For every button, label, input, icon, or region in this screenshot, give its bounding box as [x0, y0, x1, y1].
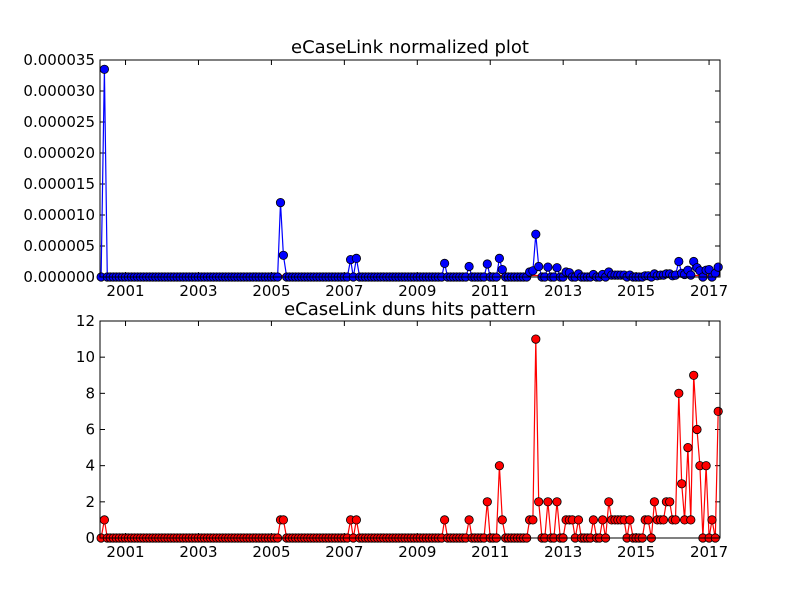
- duns-hits-plot-frame: [99, 320, 721, 539]
- normalized-plot-data-point: [674, 256, 684, 267]
- normalized-plot-data-point: [278, 250, 288, 260]
- duns-hits-plot-data-point: [643, 515, 653, 525]
- duns-hits-plot-x-tick-label: 2001: [106, 543, 144, 561]
- duns-hits-plot-data-point: [677, 479, 687, 489]
- normalized-plot-y-tick-label: 0.000005: [23, 237, 95, 255]
- duns-hits-plot-x-tick-label: 2015: [617, 543, 655, 561]
- duns-hits-plot-data-point: [573, 515, 584, 525]
- duns-hits-plot-data-point: [543, 497, 553, 507]
- normalized-plot-y-tick-label: 0.000025: [23, 113, 95, 131]
- duns-hits-plot-x-tick-label: 2007: [325, 543, 363, 561]
- duns-hits-plot-ticks: 0 2 4 6 8 10 12 2001 2003 2005 2007 2009 2011 2013 201…: [76, 312, 728, 561]
- duns-hits-plot-data-point: [497, 515, 507, 525]
- normalized-plot-data-point: [275, 198, 286, 208]
- normalized-plot-x-tick-label: 2017: [690, 282, 728, 300]
- normalized-plot-y-tick-label: 0.000030: [23, 82, 95, 100]
- duns-hits-plot-data-point: [552, 497, 562, 507]
- duns-hits-plot-data-point: [713, 406, 723, 416]
- duns-hits-plot-data-point: [494, 461, 504, 471]
- normalized-plot-y-tick-label: 0.000000: [23, 268, 95, 286]
- duns-hits-plot-data-point: [674, 388, 684, 398]
- normalized-plot-data-point: [464, 261, 474, 272]
- normalized-plot-data-point: [552, 263, 562, 273]
- duns-hits-plot-y-tick-label: 10: [76, 348, 95, 366]
- normalized-plot-data-point: [543, 262, 553, 272]
- normalized-plot-x-tick-label: 2001: [106, 282, 144, 300]
- normalized-plot-x-tick-label: 2015: [617, 282, 655, 300]
- duns-hits-plot-data-point: [464, 515, 474, 525]
- normalized-plot-data-point: [482, 259, 492, 269]
- normalized-plot-y-tick-label: 0.000010: [23, 206, 95, 224]
- duns-hits-plot-x-tick-label: 2017: [690, 543, 728, 561]
- normalized-plot-data-point: [494, 253, 504, 263]
- duns-hits-plot-data-point: [482, 497, 492, 507]
- normalized-plot-y-tick-label: 0.000020: [23, 144, 95, 162]
- duns-hits-plot-data-point: [531, 334, 541, 344]
- duns-hits-plot-data-point: [278, 515, 288, 525]
- duns-hits-plot-y-tick-label: 8: [85, 384, 95, 402]
- duns-hits-plot-data-point: [597, 515, 608, 525]
- duns-hits-plot-data-point: [649, 497, 660, 507]
- normalized-plot-x-tick-label: 2005: [252, 282, 290, 300]
- duns-hits-plot-data-point: [588, 515, 599, 525]
- normalized-plot-data-point: [534, 261, 544, 272]
- normalized-plot-data-point: [99, 64, 110, 74]
- normalized-plot: eCaseLink normalized plot 0.0000000.0000…: [23, 37, 728, 300]
- duns-hits-plot-data-point: [528, 515, 538, 525]
- normalized-plot-data-point: [686, 270, 696, 280]
- duns-hits-plot-data-point: [604, 497, 614, 507]
- duns-hits-plot-y-tick-label: 4: [85, 457, 95, 475]
- normalized-plot-x-tick-label: 2003: [179, 282, 217, 300]
- normalized-plot-data-point: [531, 229, 541, 239]
- duns-hits-plot-data-point: [99, 515, 110, 525]
- duns-hits-plot-data-point: [658, 515, 669, 525]
- duns-hits-plot-x-tick-label: 2005: [252, 543, 290, 561]
- duns-hits-plot-data-point: [670, 515, 681, 525]
- normalized-plot-data-point: [439, 258, 450, 268]
- duns-hits-plot-data-point: [689, 370, 699, 380]
- normalized-plot-ticks: 0.000000 0.000005 0.000010 0.000015 0.000020…: [23, 51, 728, 300]
- normalized-plot-data-point: [713, 262, 723, 272]
- duns-hits-plot-data-point: [351, 515, 361, 525]
- normalized-plot-y-tick-label: 0.000015: [23, 175, 95, 193]
- duns-hits-plot-data-point: [439, 515, 450, 525]
- duns-hits-plot-y-tick-label: 6: [85, 421, 95, 439]
- normalized-plot-x-tick-label: 2007: [325, 282, 363, 300]
- duns-hits-plot-data-point: [665, 497, 675, 507]
- duns-hits-plot-x-tick-label: 2013: [544, 543, 582, 561]
- duns-hits-plot-y-tick-label: 12: [76, 312, 95, 330]
- normalized-plot-frame: [99, 59, 721, 278]
- duns-hits-plot-data-point: [625, 515, 635, 525]
- normalized-plot-y-tick-label: 0.000035: [23, 51, 95, 69]
- duns-hits-plot-data-point: [686, 515, 696, 525]
- duns-hits-plot-data-point: [701, 461, 711, 471]
- duns-hits-plot-y-tick-label: 2: [85, 493, 95, 511]
- duns-hits-plot-data-point: [534, 497, 544, 507]
- normalized-plot-data-point: [351, 253, 361, 263]
- duns-hits-plot-x-tick-label: 2003: [179, 543, 217, 561]
- duns-hits-plot-title: eCaseLink duns hits pattern: [284, 299, 536, 320]
- duns-hits-plot-x-tick-label: 2011: [471, 543, 509, 561]
- duns-hits-plot-data-point: [692, 424, 702, 435]
- normalized-plot-title: eCaseLink normalized plot: [291, 37, 529, 58]
- normalized-plot-x-tick-label: 2009: [398, 282, 436, 300]
- duns-hits-plot-x-tick-label: 2009: [398, 543, 436, 561]
- normalized-plot-x-tick-label: 2011: [471, 282, 509, 300]
- duns-hits-plot: eCaseLink duns hits pattern 0 2 4 6 8 10 12 200…: [76, 299, 728, 561]
- duns-hits-plot-data-point: [683, 442, 693, 453]
- duns-hits-plot-y-tick-label: 0: [85, 529, 95, 547]
- normalized-plot-x-tick-label: 2013: [544, 282, 582, 300]
- duns-hits-plot-data-point: [707, 515, 717, 525]
